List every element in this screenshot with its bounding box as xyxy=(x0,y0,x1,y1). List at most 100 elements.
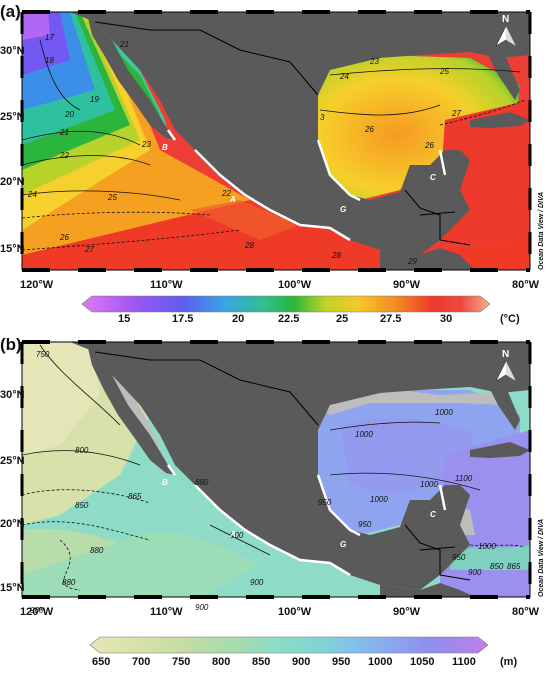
lat-label-30: 30°N xyxy=(0,389,25,401)
lon-label-90: 90°W xyxy=(393,279,421,291)
contour-label: 880 xyxy=(195,478,209,487)
colorbar-tick: 20 xyxy=(232,313,244,325)
contour-label: 1000 xyxy=(435,408,453,417)
contour-label: 900 xyxy=(468,568,482,577)
contour-label: 1100 xyxy=(455,474,473,483)
sst-map-body xyxy=(22,12,530,270)
contour-label: 865 xyxy=(128,492,142,501)
lat-label-20: 20°N xyxy=(0,518,25,530)
contour-label: 950 xyxy=(358,520,372,529)
colorbar-tick: 650 xyxy=(92,656,110,668)
contour-label: 950 xyxy=(318,498,332,507)
contour-label: 850 xyxy=(75,501,89,510)
lat-label-15: 15°N xyxy=(0,243,25,255)
lon-label-90: 90°W xyxy=(393,606,421,618)
contour-label: 1000 xyxy=(370,495,388,504)
border-lines xyxy=(94,351,471,581)
credit-text: Ocean Data View / DIVA xyxy=(538,192,545,270)
contour-label: 750 xyxy=(36,350,50,359)
contour-label: 1000 xyxy=(420,480,438,489)
contour-label: 865 xyxy=(507,562,521,571)
colorbar-tick: 800 xyxy=(212,656,230,668)
depth-map-figure: 30°N 25°N 20°N 15°N 120°W 110°W 100°W 90… xyxy=(0,340,545,668)
panel-label-a: (a) xyxy=(0,2,21,21)
contour-label: 1000 xyxy=(478,542,496,551)
depth-map-body xyxy=(22,342,530,597)
coast-label-c: C xyxy=(430,510,436,519)
lat-label-25: 25°N xyxy=(0,455,25,467)
coast-label-a: A xyxy=(229,195,236,204)
contour-label: 23 xyxy=(141,140,151,149)
contour-label: 24 xyxy=(27,190,37,199)
coastal-track xyxy=(166,129,447,242)
contour-label: 20 xyxy=(64,110,74,119)
contour-label: 18 xyxy=(45,56,54,65)
lon-label-80: 80°W xyxy=(512,606,540,618)
contour-label: 27 xyxy=(84,245,94,254)
contour-label: 22 xyxy=(221,189,231,198)
coast-label-b: B xyxy=(162,143,168,152)
north-label: N xyxy=(502,14,509,25)
colorbar-tick: 15 xyxy=(118,313,130,325)
credit-text: Ocean Data View / DIVA xyxy=(538,519,545,597)
map-frame xyxy=(20,340,532,599)
sst-map-figure: 30°N 25°N 20°N 15°N 120°W 110°W 100°W 90… xyxy=(0,10,545,325)
lon-label-100: 100°W xyxy=(278,279,312,291)
land-mass xyxy=(70,342,530,597)
contour-label: 17 xyxy=(45,33,54,42)
contour-label: 900 xyxy=(30,606,44,615)
contour-label: 900 xyxy=(250,578,264,587)
contour-label: 800 xyxy=(75,446,89,455)
north-arrow-icon: N xyxy=(495,14,517,47)
contour-label: 26 xyxy=(364,125,374,134)
colorbar-tick: 750 xyxy=(172,656,190,668)
contour-label: 21 xyxy=(119,40,129,49)
contour-label: 23 xyxy=(369,57,379,66)
north-label: N xyxy=(502,349,509,360)
lat-label-15: 15°N xyxy=(0,582,25,594)
contour-label: 28 xyxy=(331,251,341,260)
coastal-track xyxy=(166,464,447,577)
sst-colorbar xyxy=(81,295,491,313)
colorbar-unit: (m) xyxy=(500,656,517,668)
sst-contours xyxy=(22,39,526,251)
contour-label: 25 xyxy=(107,193,117,202)
contour-label: 1000 xyxy=(355,430,373,439)
lat-label-20: 20°N xyxy=(0,176,25,188)
contour-label: 950 xyxy=(452,553,466,562)
colorbar-tick: 27.5 xyxy=(380,313,401,325)
lon-label-100: 100°W xyxy=(278,606,312,618)
lon-label-120: 120°W xyxy=(20,279,54,291)
contour-label: 3 xyxy=(320,113,325,122)
colorbar-tick: 1050 xyxy=(410,656,434,668)
colorbar-tick: 22.5 xyxy=(278,313,299,325)
contour-label: 22 xyxy=(59,151,69,160)
border-lines xyxy=(94,21,471,246)
lon-label-120: 120°W xyxy=(20,606,54,618)
depth-contours xyxy=(22,344,526,591)
contour-label: 25 xyxy=(439,67,449,76)
contour-label: 19 xyxy=(90,95,99,104)
contour-label: 880 xyxy=(90,546,104,555)
depth-colorbar xyxy=(89,636,489,654)
contour-label: 26 xyxy=(59,233,69,242)
lat-label-25: 25°N xyxy=(0,111,25,123)
panel-depth: 30°N 25°N 20°N 15°N 120°W 110°W 100°W 90… xyxy=(0,335,550,670)
coast-label-a: A xyxy=(229,530,236,539)
contour-label: 24 xyxy=(339,72,349,81)
coast-label-c: C xyxy=(430,173,436,182)
colorbar-unit: (°C) xyxy=(500,313,520,325)
colorbar-tick: 850 xyxy=(252,656,270,668)
contour-label: 900 xyxy=(230,531,244,540)
colorbar-tick: 950 xyxy=(332,656,350,668)
contour-label: 850 xyxy=(490,562,504,571)
colorbar-tick: 900 xyxy=(292,656,310,668)
coast-label-g: G xyxy=(340,205,346,214)
colorbar-tick: 25 xyxy=(336,313,348,325)
contour-label: 900 xyxy=(195,603,209,612)
lon-label-80: 80°W xyxy=(512,279,540,291)
panel-label-b: (b) xyxy=(0,335,22,354)
lon-label-110: 110°W xyxy=(150,606,183,618)
lon-label-110: 110°W xyxy=(150,279,183,291)
map-frame xyxy=(20,10,532,272)
